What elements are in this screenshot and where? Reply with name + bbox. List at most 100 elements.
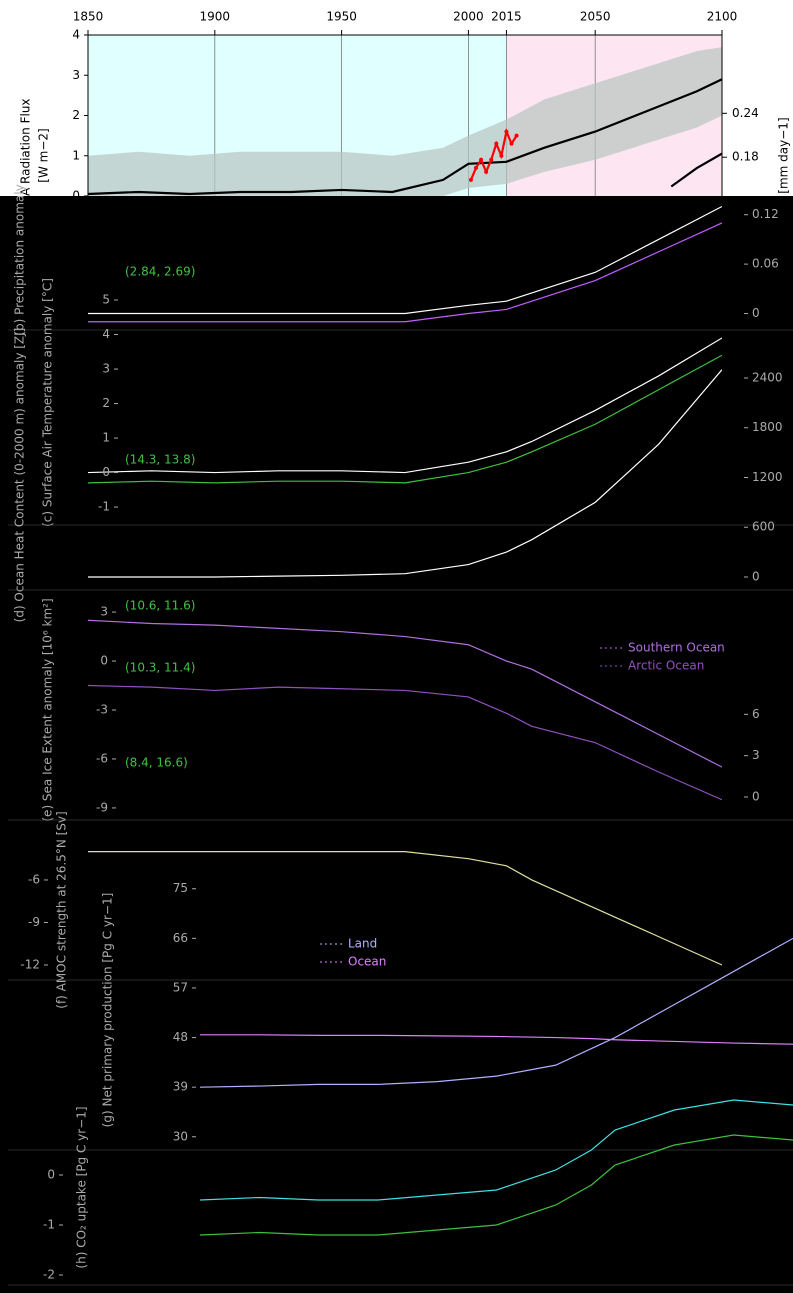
obs-point — [494, 141, 499, 146]
y-tick-label: -6 — [28, 872, 40, 886]
plot-area — [88, 369, 722, 578]
legend-label: Southern Ocean — [628, 641, 725, 655]
spread-band — [88, 47, 722, 196]
x-tick-label: 1900 — [200, 10, 231, 24]
y-tick-label: -2 — [43, 1268, 55, 1282]
annotation: (10.3, 11.4) — [125, 661, 195, 675]
y-tick-label: 75 — [173, 881, 188, 895]
y-tick-label: -9 — [28, 915, 40, 929]
y-tick-label: 3 — [102, 362, 110, 376]
y-tick-label: 0 — [100, 654, 108, 668]
y-axis-label: (b) Precipitation anomaly — [13, 184, 27, 335]
y-tick-label: 30 — [173, 1129, 188, 1143]
y-tick-label: -6 — [96, 751, 108, 765]
series-line — [670, 152, 722, 188]
obs-point — [479, 157, 484, 162]
y-tick-label: 66 — [173, 931, 188, 945]
series-line — [200, 937, 793, 1088]
y-tick-label: 600 — [752, 520, 775, 534]
annotation: (10.6, 11.6) — [125, 599, 195, 613]
y-tick-label: 2 — [102, 396, 110, 410]
series-line — [88, 78, 722, 196]
y-tick-label: 1 — [102, 431, 110, 445]
x-tick-label: 2100 — [707, 10, 738, 24]
obs-point — [484, 169, 489, 174]
obs-point — [509, 141, 514, 146]
legend-label: Arctic Ocean — [628, 659, 704, 673]
y-tick-label: 0 — [102, 465, 110, 479]
y-axis-label: (c) Surface Air Temperature anomaly [°C] — [41, 278, 55, 527]
series-line — [88, 222, 722, 323]
x-tick-label: 2015 — [491, 10, 522, 24]
x-tick-label: 2000 — [453, 10, 484, 24]
x-tick-label: 2050 — [580, 10, 611, 24]
series-line — [88, 684, 722, 801]
plot-area — [88, 35, 722, 196]
y-tick-label: -1 — [98, 500, 110, 514]
plot-area — [200, 937, 793, 1088]
y-tick-label: 39 — [173, 1080, 188, 1094]
series-line — [88, 851, 722, 966]
obs-point — [514, 133, 519, 138]
series-line — [88, 619, 722, 768]
obs-point — [504, 129, 509, 134]
obs-point — [474, 165, 479, 170]
y-tick-label: 2400 — [752, 370, 783, 384]
plot-area — [200, 1099, 793, 1236]
y2-tick-label: 6 — [752, 707, 760, 721]
y-tick-label: 1800 — [752, 420, 783, 434]
y2-axis-label: y [mm day−1] — [777, 117, 791, 204]
y-tick-label: 2 — [72, 108, 80, 122]
series-line — [88, 205, 722, 315]
y-tick-label: 57 — [173, 980, 188, 994]
x-tick-label: 1850 — [73, 10, 104, 24]
y-axis-label: (f) AMOC strength at 26.5°N [Sv] — [55, 811, 69, 1008]
y-tick-label: -3 — [96, 703, 108, 717]
y-tick-label: 0 — [47, 1168, 55, 1182]
series-line — [200, 1134, 793, 1236]
y-axis-label: TOA Radiation Flux — [19, 98, 33, 213]
y-tick-label: -1 — [43, 1218, 55, 1232]
y-tick-label: 0 — [72, 189, 80, 203]
y-tick-label: 0.12 — [752, 207, 779, 221]
annotation: (14.3, 13.8) — [125, 453, 195, 467]
y-tick-label: 48 — [173, 1030, 188, 1044]
y-axis-label: (d) Ocean Heat Content (0-2000 m) anomal… — [13, 328, 27, 623]
legend-label: Land — [348, 937, 377, 951]
series-line — [88, 369, 722, 578]
x-tick-label: 1950 — [326, 10, 357, 24]
y-tick-label: 4 — [72, 28, 80, 42]
obs-point — [499, 153, 504, 158]
dark-area — [0, 196, 793, 1293]
annotation: (8.4, 16.6) — [125, 756, 188, 770]
y-axis-unit: [W m−2] — [37, 128, 51, 182]
y-tick-label: -12 — [20, 957, 40, 971]
y-tick-label: 3 — [72, 68, 80, 82]
y-tick-label: -9 — [96, 800, 108, 814]
y2-tick-label: 0.24 — [732, 106, 759, 120]
series-line — [88, 354, 722, 484]
plot-area — [88, 851, 722, 966]
y-tick-label: 1 — [72, 148, 80, 162]
y-tick-label: 0 — [752, 306, 760, 320]
y-tick-label: 4 — [102, 327, 110, 341]
obs-point — [489, 157, 494, 162]
y-tick-label: 5 — [102, 293, 110, 307]
series-line — [469, 127, 518, 181]
y-axis-label: (e) Sea Ice Extent anomaly [10⁶ km²] — [41, 598, 55, 821]
legend-label: Ocean — [348, 955, 386, 969]
y-tick-label: 1200 — [752, 470, 783, 484]
series-line — [200, 1034, 793, 1045]
y-tick-label: 3 — [100, 605, 108, 619]
annotation: (2.84, 2.69) — [125, 265, 195, 279]
y-tick-label: 0 — [752, 569, 760, 583]
plot-area — [88, 619, 722, 801]
y-axis-label: (h) CO₂ uptake [Pg C yr−1] — [75, 1106, 89, 1268]
y-tick-label: 0.06 — [752, 257, 779, 271]
y-axis-label: (g) Net primary production [Pg C yr−1] — [101, 893, 115, 1128]
y2-tick-label: 3 — [752, 748, 760, 762]
obs-point — [468, 177, 473, 182]
series-line — [200, 1099, 793, 1201]
y2-tick-label: 0.18 — [732, 150, 759, 164]
